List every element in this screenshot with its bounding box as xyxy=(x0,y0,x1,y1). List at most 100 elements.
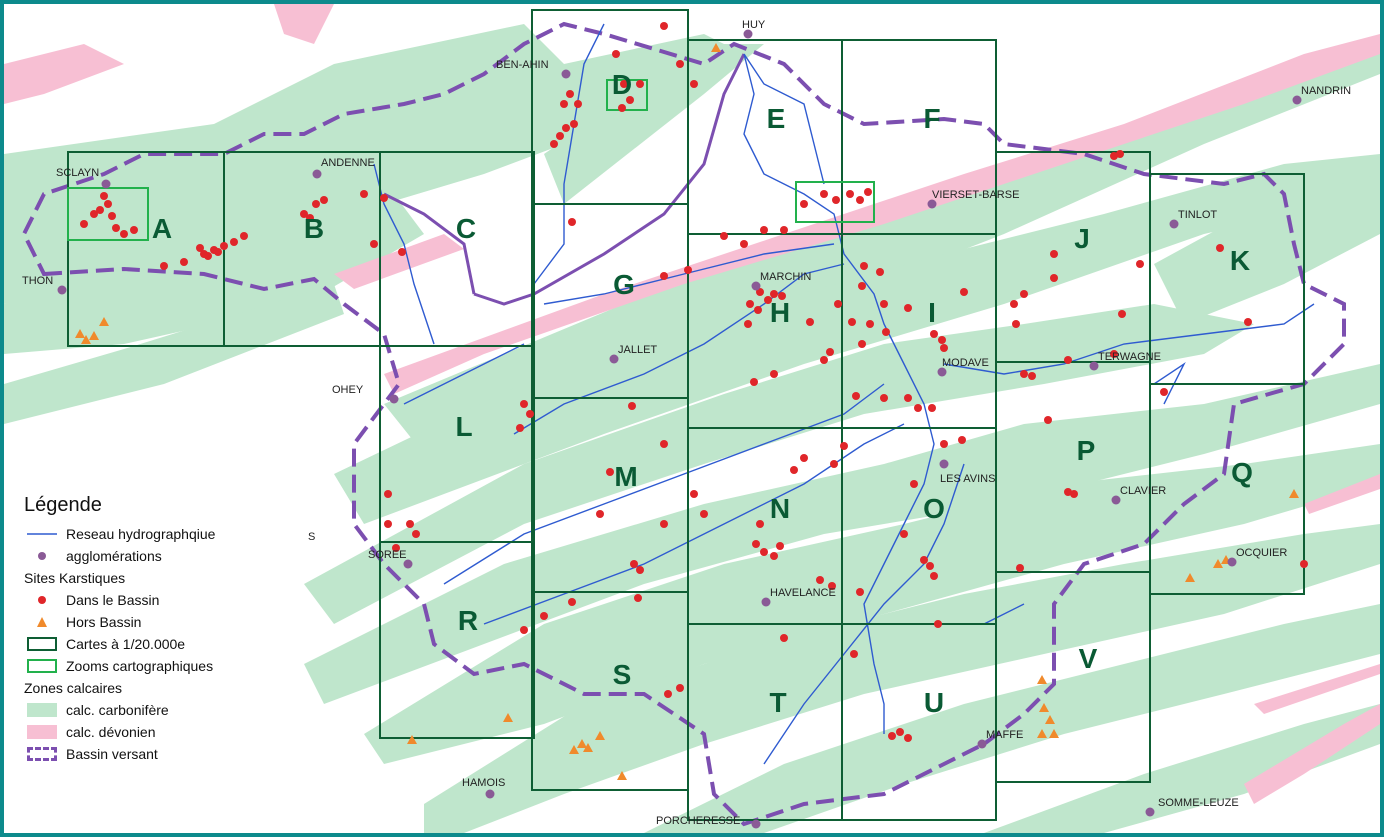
karst-site xyxy=(816,576,824,584)
karst-site xyxy=(130,226,138,234)
sheet-frame xyxy=(1149,383,1305,595)
karst-site xyxy=(1070,490,1078,498)
karst-site xyxy=(108,212,116,220)
sheet-frame-icon xyxy=(27,637,57,651)
town-label: THON xyxy=(22,275,53,287)
karst-site xyxy=(914,404,922,412)
carbonifere-band xyxy=(984,704,1380,833)
karst-site-hors xyxy=(1185,573,1195,582)
town-marker xyxy=(1145,807,1155,817)
karst-site xyxy=(690,80,698,88)
sheet-label: L xyxy=(455,411,472,442)
legend-label: Reseau hydrographqiue xyxy=(66,526,216,542)
sheet-label: M xyxy=(614,461,637,492)
legend-label: Dans le Bassin xyxy=(66,592,160,608)
river-segment xyxy=(763,463,965,765)
town-label: PORCHERESSE xyxy=(656,815,740,827)
karst-site xyxy=(636,80,644,88)
karst-site xyxy=(574,100,582,108)
town-label: TERWAGNE xyxy=(1098,351,1161,363)
karst-site xyxy=(848,318,856,326)
karst-site xyxy=(820,190,828,198)
karst-site xyxy=(112,224,120,232)
karst-site xyxy=(100,192,108,200)
legend-title: Légende xyxy=(24,494,102,516)
karst-site xyxy=(700,510,708,518)
karst-site xyxy=(904,734,912,742)
karst-site xyxy=(928,404,936,412)
town-marker xyxy=(101,179,111,189)
sheet-label: B xyxy=(304,213,324,244)
karst-site xyxy=(628,402,636,410)
legend-row-dans: Dans le Bassin xyxy=(24,589,324,611)
town-marker xyxy=(389,394,399,404)
karst-site-hors xyxy=(75,329,85,338)
karst-site xyxy=(858,340,866,348)
karst-site xyxy=(320,196,328,204)
legend-row-agglomerations: agglomérations xyxy=(24,545,324,567)
karst-site xyxy=(664,690,672,698)
karst-site xyxy=(1012,320,1020,328)
karst-site xyxy=(1028,372,1036,380)
devonien-band xyxy=(274,4,334,44)
legend-label: calc. dévonien xyxy=(66,724,156,740)
sheet-label: K xyxy=(1230,245,1250,276)
karst-site xyxy=(1050,274,1058,282)
karst-site xyxy=(1050,250,1058,258)
carbonifere-band xyxy=(334,154,1380,524)
town-label: S xyxy=(308,531,315,543)
towns: HUY BEN-AHIN NANDRIN SCLAYN ANDENNE VIERSET-B… xyxy=(22,19,1351,829)
town-label: ANDENNE xyxy=(321,157,375,169)
karst-site xyxy=(606,468,614,476)
karst-site xyxy=(370,240,378,248)
devonien-band xyxy=(384,34,1380,394)
karst-site xyxy=(940,344,948,352)
carbonifere-band xyxy=(304,304,1254,624)
town-label: HUY xyxy=(742,19,766,31)
river-segment xyxy=(1153,361,1186,405)
karst-site-hors xyxy=(1037,729,1047,738)
town-marker xyxy=(761,597,771,607)
karst-site xyxy=(800,200,808,208)
devonien-swatch-icon xyxy=(27,725,57,739)
karst-site xyxy=(760,548,768,556)
karst-site xyxy=(520,400,528,408)
karst-site xyxy=(756,520,764,528)
karst-site xyxy=(828,582,836,590)
town-marker xyxy=(57,285,67,295)
karst-site xyxy=(920,556,928,564)
karst-site xyxy=(568,598,576,606)
karst-site xyxy=(96,206,104,214)
town-label: MARCHIN xyxy=(760,271,811,283)
karst-site xyxy=(566,90,574,98)
karst-site-hors xyxy=(595,731,605,740)
karst-site xyxy=(856,196,864,204)
map-canvas[interactable]: HUY BEN-AHIN NANDRIN SCLAYN ANDENNE VIERSET-B… xyxy=(4,4,1380,833)
river-line-icon xyxy=(27,533,57,535)
town-marker xyxy=(751,281,761,291)
town-dot-icon xyxy=(38,552,46,560)
town-marker xyxy=(977,739,987,749)
karst-site xyxy=(778,292,786,300)
sheet-label: P xyxy=(1077,435,1096,466)
karst-site-hors xyxy=(569,745,579,754)
sheet-label: Q xyxy=(1231,457,1253,488)
town-marker xyxy=(937,367,947,377)
sheet-label: F xyxy=(923,103,940,134)
sheet-frame xyxy=(379,541,535,739)
karst-site xyxy=(820,356,828,364)
karst-site xyxy=(676,60,684,68)
legend-row-devonien: calc. dévonien xyxy=(24,721,324,743)
karst-site xyxy=(220,242,228,250)
sheet-label: I xyxy=(928,297,936,328)
sheet-label: U xyxy=(924,687,944,718)
karst-site xyxy=(230,238,238,246)
site-dot-icon xyxy=(38,596,46,604)
karst-site xyxy=(740,240,748,248)
sheet-label: O xyxy=(923,493,945,524)
devonien-band xyxy=(1254,664,1380,714)
karst-site xyxy=(840,442,848,450)
karst-site xyxy=(760,226,768,234)
sheet-label: G xyxy=(613,269,635,300)
karst-site xyxy=(1216,244,1224,252)
